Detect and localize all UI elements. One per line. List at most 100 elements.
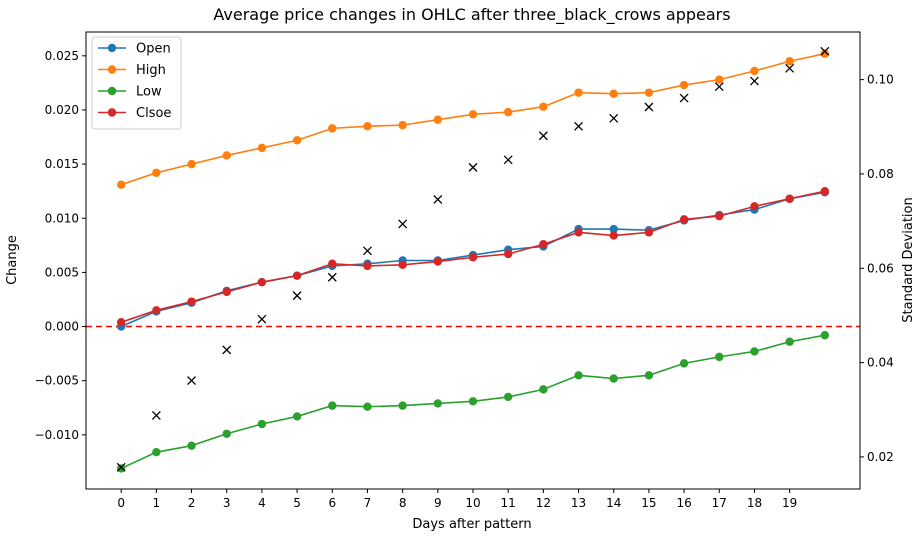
data-point-high bbox=[292, 136, 302, 145]
data-point-low bbox=[609, 374, 618, 383]
legend-marker-clsoe bbox=[107, 108, 117, 117]
data-point-high bbox=[574, 88, 583, 97]
data-point-clsoe bbox=[539, 240, 548, 249]
data-point-low bbox=[574, 371, 583, 380]
legend-label-high: High bbox=[136, 63, 166, 78]
x-axis: 0 1 2 3 4 5 6 7 8 9 10 11 12 13 14 15 16 17 18 19 bbox=[117, 489, 797, 510]
data-point-clsoe bbox=[679, 215, 689, 224]
legend: Open High Low Clsoe bbox=[91, 36, 182, 130]
x-tick-label: 16 bbox=[676, 496, 691, 510]
data-point-low bbox=[222, 429, 231, 438]
data-point-low bbox=[820, 331, 830, 340]
x-tick-label: 1 bbox=[153, 496, 161, 510]
x-tick-label: 13 bbox=[571, 496, 586, 510]
data-point-high bbox=[715, 75, 724, 84]
data-point-clsoe bbox=[750, 202, 759, 211]
data-point-clsoe bbox=[609, 231, 618, 240]
y-tick-label: 0.010 bbox=[45, 211, 79, 225]
x-tick-label: 6 bbox=[328, 496, 336, 510]
data-point-low bbox=[785, 337, 794, 346]
y-tick-label: −0.005 bbox=[35, 374, 79, 388]
data-point-clsoe bbox=[644, 228, 654, 237]
data-point-high bbox=[433, 115, 443, 124]
data-point-clsoe bbox=[292, 271, 302, 280]
std-markers bbox=[116, 46, 830, 472]
data-point-high bbox=[609, 89, 618, 98]
legend-marker-low bbox=[107, 86, 117, 96]
std-marker bbox=[538, 131, 548, 141]
x-tick-label: 19 bbox=[782, 496, 797, 510]
data-point-clsoe bbox=[574, 228, 583, 237]
x-tick-label: 9 bbox=[434, 496, 442, 510]
x-tick-label: 2 bbox=[188, 496, 196, 510]
std-marker bbox=[749, 76, 759, 86]
data-point-clsoe bbox=[187, 297, 196, 306]
std-marker bbox=[820, 46, 830, 56]
data-point-low bbox=[715, 352, 724, 362]
data-point-high bbox=[539, 102, 548, 111]
y2-tick-label: 0.08 bbox=[867, 167, 894, 181]
std-marker bbox=[609, 113, 619, 123]
std-marker bbox=[257, 314, 267, 324]
legend-label-open: Open bbox=[136, 42, 171, 57]
x-tick-label: 0 bbox=[117, 496, 125, 510]
data-point-clsoe bbox=[503, 249, 513, 259]
x-tick-label: 17 bbox=[712, 496, 727, 510]
x-tick-label: 12 bbox=[536, 496, 551, 510]
data-point-clsoe bbox=[222, 287, 231, 297]
y2-tick-label: 0.10 bbox=[867, 73, 894, 87]
x-tick-label: 14 bbox=[606, 496, 621, 510]
data-point-low bbox=[750, 347, 759, 356]
data-point-low bbox=[363, 402, 372, 411]
x-tick-label: 3 bbox=[223, 496, 231, 510]
y-tick-label: 0.015 bbox=[45, 157, 79, 171]
data-point-clsoe bbox=[257, 277, 267, 287]
y-axis-title: Change bbox=[5, 235, 20, 285]
y-tick-label: 0.005 bbox=[45, 265, 79, 279]
data-point-clsoe bbox=[820, 186, 830, 196]
data-point-low bbox=[539, 385, 548, 394]
std-marker bbox=[116, 462, 126, 472]
std-marker bbox=[714, 82, 724, 92]
data-point-low bbox=[328, 401, 337, 410]
data-point-high bbox=[750, 66, 759, 76]
std-marker bbox=[574, 121, 584, 131]
legend-marker-high bbox=[107, 65, 117, 74]
data-point-clsoe bbox=[152, 306, 161, 315]
x-tick-label: 7 bbox=[364, 496, 372, 510]
data-point-high bbox=[328, 124, 337, 133]
y-axis-right: 0.02 0.04 0.06 0.08 0.10 bbox=[860, 73, 894, 464]
std-marker bbox=[292, 291, 302, 301]
y-tick-label: 0.020 bbox=[45, 103, 79, 117]
data-point-high bbox=[820, 49, 830, 58]
y2-tick-label: 0.04 bbox=[867, 356, 894, 370]
x-tick-label: 15 bbox=[641, 496, 656, 510]
std-marker bbox=[644, 102, 654, 112]
data-point-low bbox=[292, 412, 302, 421]
legend-label-low: Low bbox=[136, 85, 162, 100]
std-marker bbox=[433, 194, 443, 204]
data-point-high bbox=[116, 180, 126, 189]
data-point-high bbox=[363, 122, 372, 131]
data-point-low bbox=[152, 447, 161, 457]
y2-axis-title: Standard Deviation bbox=[901, 197, 916, 322]
y-tick-label: −0.010 bbox=[35, 428, 79, 442]
data-point-low bbox=[644, 371, 654, 380]
data-point-low bbox=[679, 359, 689, 368]
data-point-high bbox=[468, 110, 478, 119]
data-point-low bbox=[433, 399, 443, 408]
std-marker bbox=[222, 345, 232, 355]
y-tick-label: 0.000 bbox=[45, 320, 79, 334]
data-point-clsoe bbox=[433, 257, 443, 266]
y-tick-label: 0.025 bbox=[45, 49, 79, 63]
x-tick-label: 8 bbox=[399, 496, 407, 510]
data-point-clsoe bbox=[328, 259, 337, 268]
legend-box bbox=[91, 36, 182, 130]
data-point-clsoe bbox=[116, 318, 126, 327]
data-point-clsoe bbox=[363, 261, 372, 271]
data-point-high bbox=[222, 151, 231, 160]
std-marker bbox=[503, 155, 513, 165]
x-tick-label: 5 bbox=[293, 496, 301, 510]
data-point-clsoe bbox=[715, 211, 724, 221]
